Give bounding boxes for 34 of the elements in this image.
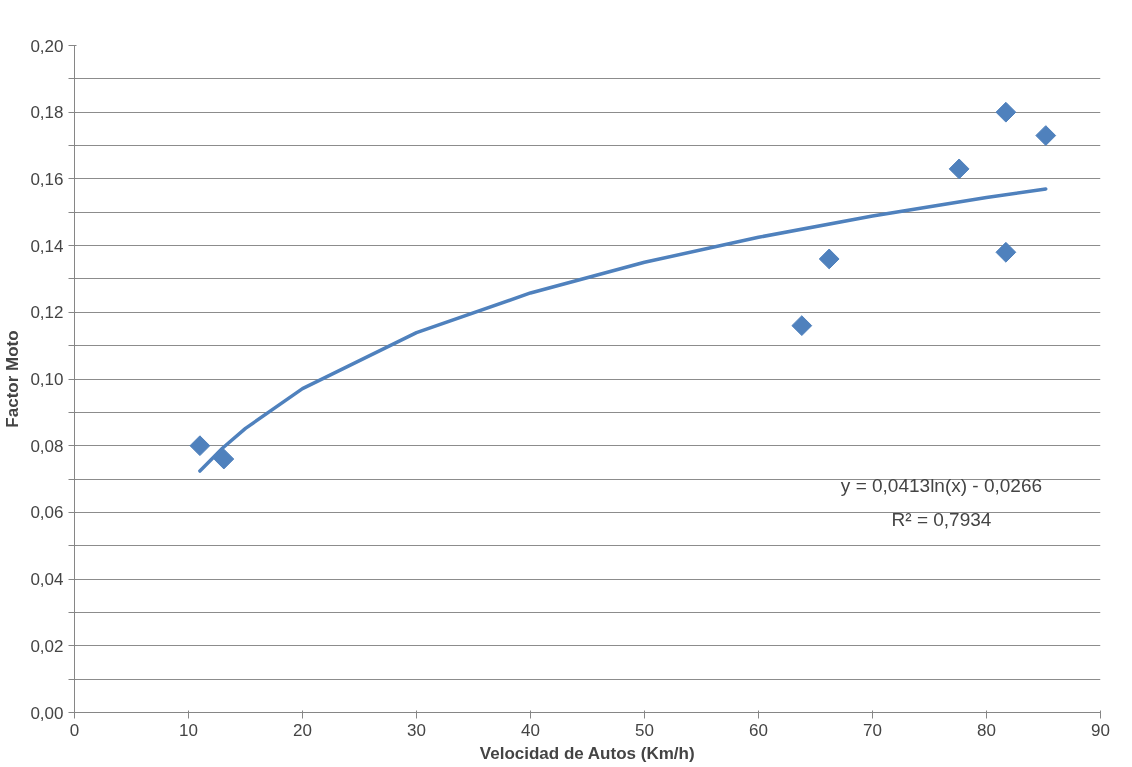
line-series xyxy=(198,187,1048,473)
y-tick-label: 0,14 xyxy=(30,236,64,256)
point xyxy=(791,315,813,337)
x-tick-label: 40 xyxy=(521,720,540,740)
y-tick-label: 0,16 xyxy=(30,169,64,189)
point xyxy=(995,241,1017,263)
y-tick-label: 0,10 xyxy=(30,370,64,389)
y-tick-label: 0,18 xyxy=(30,103,64,123)
y-tick-label: 0,00 xyxy=(30,703,64,723)
point xyxy=(948,158,970,180)
x-tick-label: 60 xyxy=(749,720,768,740)
point xyxy=(818,248,840,270)
y-tick-label: 0,04 xyxy=(30,570,64,590)
y-tick-label: 0,12 xyxy=(30,303,64,323)
x-tick-label: 20 xyxy=(293,720,312,740)
y-tick-label: 0,08 xyxy=(30,436,64,456)
point xyxy=(995,101,1017,123)
annotation: R² = 0,7934 xyxy=(891,508,992,530)
point xyxy=(189,435,211,457)
point xyxy=(1035,125,1057,146)
x-tick-label: 30 xyxy=(407,720,426,740)
annotation: y = 0,0413ln(x) - 0,0266 xyxy=(840,475,1043,497)
x-tick-label: 0 xyxy=(69,720,80,740)
x-tick-label: 70 xyxy=(863,720,882,740)
y-tick-label: 0,02 xyxy=(30,636,64,656)
x-tick-label: 10 xyxy=(179,720,198,740)
x-tick-label: 80 xyxy=(977,720,996,740)
x-tick-label: 50 xyxy=(635,720,654,740)
x-tick-label: 90 xyxy=(1091,720,1110,740)
y-tick-label: 0,20 xyxy=(30,36,64,56)
y-tick-label: 0,06 xyxy=(30,503,64,523)
y-axis-title: Factor Moto xyxy=(3,330,23,428)
x-axis-title: Velocidad de Autos (Km/h) xyxy=(479,743,695,763)
point xyxy=(213,448,235,470)
